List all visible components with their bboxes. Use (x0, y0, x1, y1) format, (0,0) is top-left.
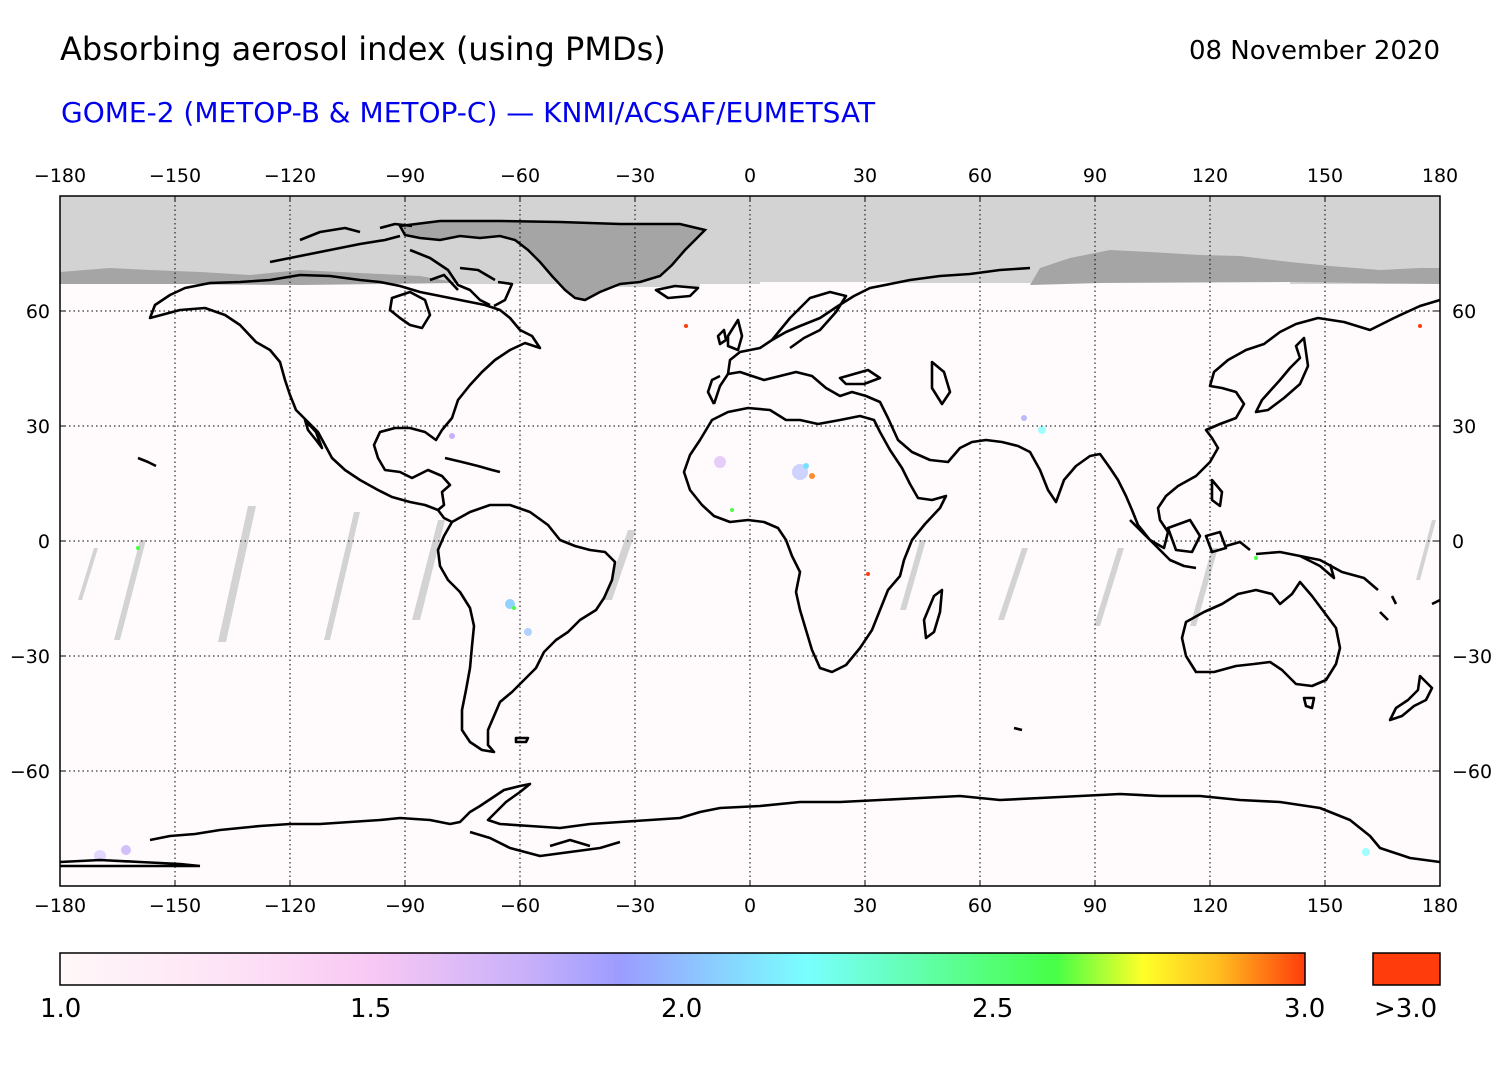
map-date: 08 November 2020 (1188, 36, 1440, 66)
lat-tick-label-right: 60 (1452, 301, 1476, 323)
lon-tick-label-top: 90 (1083, 165, 1107, 187)
map-title: Absorbing aerosol index (using PMDs) (60, 30, 666, 68)
lon-tick-label-bottom: 150 (1307, 895, 1343, 917)
lat-tick-label-left: 0 (38, 531, 50, 553)
lon-tick-label-top: 30 (853, 165, 877, 187)
lon-tick-label-bottom: 60 (968, 895, 992, 917)
lon-tick-label-bottom: 120 (1192, 895, 1228, 917)
coast-africa (682, 406, 948, 674)
colorbar-label-2-5: 2.5 (972, 994, 1014, 1024)
coast-indonesia (1129, 478, 1336, 580)
lat-tick-label-left: 30 (26, 416, 50, 438)
lat-tick-label-right: 30 (1452, 416, 1476, 438)
lat-tick-label-left: −60 (10, 761, 50, 783)
colorbar-label-1-5: 1.5 (350, 994, 392, 1024)
coast-tasmania (1302, 696, 1316, 710)
lon-tick-label-bottom: 180 (1422, 895, 1458, 917)
greenland-landmass (398, 219, 708, 302)
lon-tick-label-bottom: 90 (1083, 895, 1107, 917)
coast-scandinavia (770, 290, 848, 350)
lon-tick-label-top: −60 (500, 165, 540, 187)
gridlines (60, 196, 1440, 886)
lat-tick-label-right: −60 (1452, 761, 1492, 783)
axis-ticks: −180 −180 −150 −150 −120 −120 −90 −90 −60 −60 −30 −… (10, 165, 1492, 917)
coast-hudson-bay (388, 290, 432, 330)
lon-tick-label-top: 120 (1192, 165, 1228, 187)
lon-tick-label-top: −150 (149, 165, 201, 187)
coast-canadian-archipelago (269, 222, 514, 308)
lon-tick-label-top: 180 (1422, 165, 1458, 187)
coast-black-caspian (838, 360, 952, 406)
lat-tick-label-left: −30 (10, 646, 50, 668)
coast-central-america (436, 509, 453, 524)
coast-south-america (436, 503, 617, 754)
colorbar-label-3-0: 3.0 (1284, 994, 1326, 1024)
lon-tick-label-top: −120 (264, 165, 316, 187)
coast-new-zealand (1388, 674, 1434, 722)
lat-tick-label-right: −30 (1452, 646, 1492, 668)
lon-tick-label-bottom: −120 (264, 895, 316, 917)
lon-tick-label-top: −180 (34, 165, 86, 187)
orbit-gap-stripes (78, 506, 1436, 642)
lon-tick-label-bottom: −180 (34, 895, 86, 917)
lon-tick-label-top: −90 (385, 165, 425, 187)
lat-tick-label-left: 60 (26, 301, 50, 323)
lon-tick-label-bottom: −30 (615, 895, 655, 917)
colorbar-label-1-0: 1.0 (40, 994, 82, 1024)
lon-tick-label-bottom: 0 (744, 895, 756, 917)
lat-tick-label-right: 0 (1452, 531, 1464, 553)
colorbar-overflow-swatch (1372, 952, 1441, 986)
colorbar-gradient (59, 952, 1306, 986)
lon-tick-label-top: −30 (615, 165, 655, 187)
colorbar-label-overflow: >3.0 (1374, 994, 1438, 1024)
lon-tick-label-top: 150 (1307, 165, 1343, 187)
coastlines (60, 222, 1440, 868)
arctic-land-eurasia (1030, 250, 1440, 285)
lon-tick-label-bottom: −90 (385, 895, 425, 917)
coast-japan (1254, 336, 1310, 414)
lon-tick-label-bottom: 30 (853, 895, 877, 917)
map-subtitle: GOME-2 (METOP-B & METOP-C) — KNMI/ACSAF/… (61, 96, 876, 129)
lon-tick-label-bottom: −60 (500, 895, 540, 917)
coast-madagascar (922, 588, 944, 640)
coast-antarctica (60, 782, 1440, 868)
coast-new-guinea (1299, 554, 1379, 591)
lon-tick-label-top: 60 (968, 165, 992, 187)
lon-tick-label-top: 0 (744, 165, 756, 187)
lon-tick-label-bottom: −150 (149, 895, 201, 917)
coast-caribbean (444, 456, 501, 474)
coast-britain (716, 318, 744, 352)
colorbar-label-2-0: 2.0 (661, 994, 703, 1024)
coast-eurasia (706, 266, 1440, 550)
